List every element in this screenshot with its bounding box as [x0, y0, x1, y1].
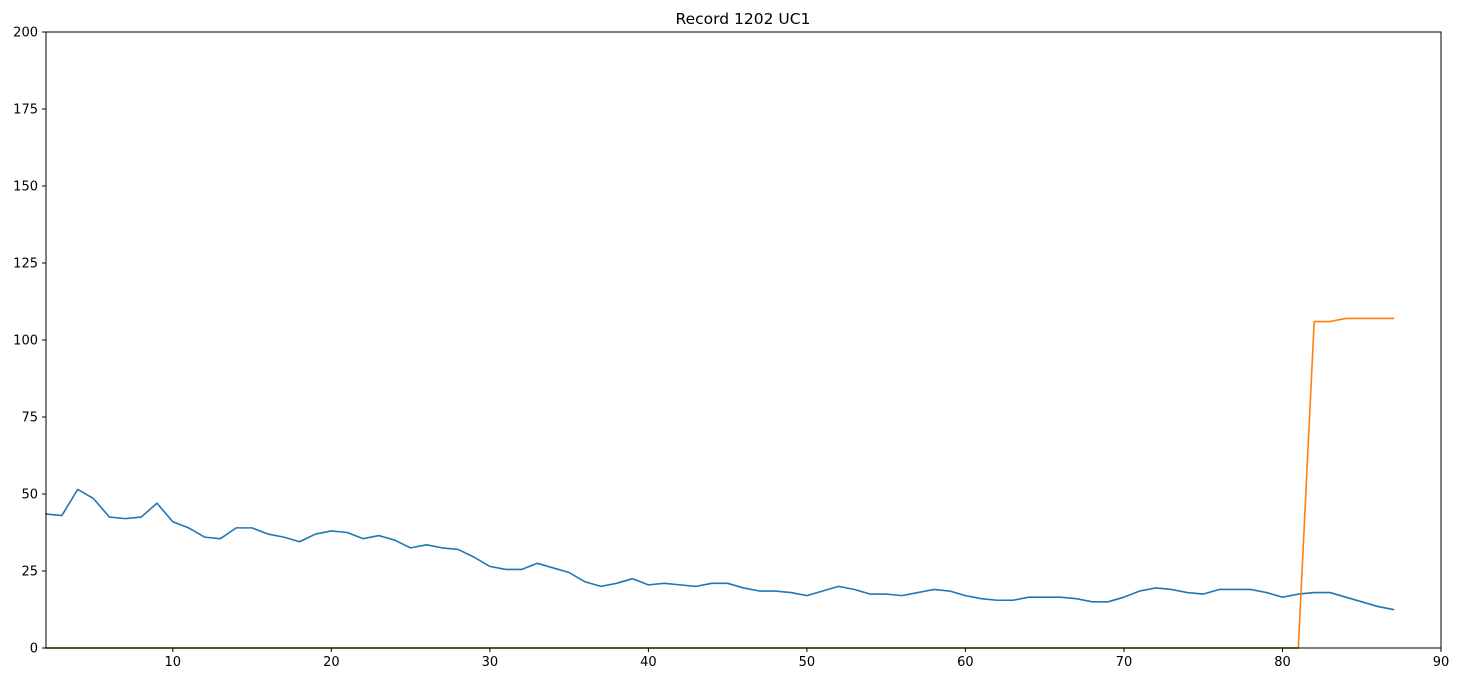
series-line-1	[45, 488, 1395, 611]
y-tick-label: 100	[13, 334, 38, 349]
x-tick-label: 10	[165, 655, 182, 670]
y-tick-label: 50	[21, 488, 38, 503]
y-tick-label: 200	[13, 26, 38, 41]
chart-title: Record 1202 UC1	[676, 10, 811, 28]
y-tick-label: 0	[30, 642, 38, 657]
plot-area: 10 20 30 40 50 60 70 80 90 0 25 50 75 100 125 150 175 200	[13, 26, 1449, 671]
x-tick-label: 80	[1274, 655, 1291, 670]
x-tick-label: 60	[957, 655, 974, 670]
y-tick-label: 25	[21, 565, 38, 580]
x-tick-label: 70	[1116, 655, 1133, 670]
y-tick-label: 175	[13, 103, 38, 118]
y-tick-label: 125	[13, 257, 38, 272]
x-tick-label: 50	[799, 655, 816, 670]
x-tick-label: 90	[1433, 655, 1450, 670]
y-tick-label: 75	[21, 411, 38, 426]
x-tick-label: 30	[482, 655, 499, 670]
x-tick-label: 40	[640, 655, 657, 670]
y-tick-label: 150	[13, 180, 38, 195]
x-tick-label: 20	[323, 655, 340, 670]
series-line-2	[45, 317, 1395, 649]
